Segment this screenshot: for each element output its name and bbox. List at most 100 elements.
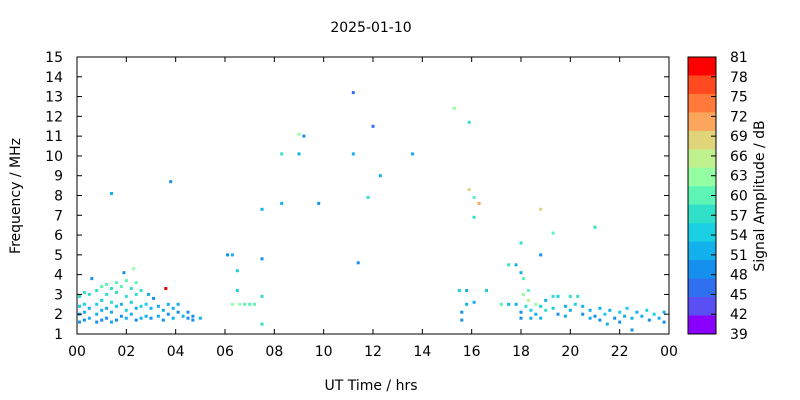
data-point [297,132,301,136]
y-tick-label: 10 [45,149,63,165]
data-point [95,302,99,306]
data-point [149,316,153,320]
data-point [235,289,239,292]
data-point [588,308,592,312]
x-tick-label: 20 [561,344,579,360]
data-point [248,302,252,306]
data-point [514,302,518,306]
data-point [243,302,247,306]
data-point [124,316,128,320]
data-point [100,318,104,322]
y-tick-label: 11 [45,129,63,145]
colorbar-swatch [688,75,716,95]
y-tick-label: 13 [45,90,63,106]
data-point [100,298,104,302]
data-point [539,304,543,308]
data-point [87,292,91,296]
data-point [144,314,148,318]
data-point [260,294,264,298]
data-point [124,279,128,283]
data-point [280,152,284,156]
data-point [618,320,622,324]
x-tick-label: 18 [512,344,530,360]
colorbar-tick-label: 45 [730,287,748,303]
data-point [378,174,382,178]
colorbar-tick-label: 72 [730,109,748,125]
data-point [260,322,264,326]
data-point [105,316,109,320]
x-tick-label: 12 [364,344,382,360]
data-point [539,207,543,211]
data-point [186,316,190,320]
data-point [366,196,370,199]
data-point [593,225,597,229]
data-point [161,308,165,312]
colorbar-swatch [688,297,716,317]
data-point [623,314,627,318]
data-point [522,277,525,281]
data-point [573,302,577,306]
data-point [467,188,471,192]
data-point [100,285,104,288]
data-point [191,318,195,322]
x-tick-label: 02 [117,344,135,360]
data-point [356,261,360,265]
data-point [119,302,123,306]
data-point [139,289,143,292]
data-point [576,294,580,298]
data-point [522,292,525,296]
data-point [598,306,602,310]
y-tick-label: 1 [54,327,63,343]
data-point [191,314,195,318]
data-point [115,318,118,322]
data-point [539,316,543,320]
data-point [152,296,155,300]
data-point [351,152,355,156]
y-tick-label: 3 [54,287,63,303]
colorbar-swatch [688,186,716,206]
data-point [662,320,666,324]
data-points [78,91,666,332]
data-point [238,302,242,306]
data-point [95,289,99,292]
data-point [186,310,190,314]
plot-frame [76,56,670,335]
colorbar-swatch [688,167,716,187]
colorbar-swatch [688,315,716,335]
data-point [605,322,609,326]
data-point [534,312,538,316]
data-point [161,318,165,322]
data-point [507,302,511,306]
data-point [110,320,113,324]
data-point [110,300,113,304]
data-point [181,314,185,318]
y-tick-label: 5 [54,248,63,264]
data-point [100,308,104,312]
colorbar-label: Signal Amplitude / dB [752,120,768,271]
data-point [230,253,234,257]
data-point [563,304,567,308]
data-point [105,283,109,286]
data-point [95,312,99,316]
data-point [472,215,476,219]
data-point [568,308,572,312]
data-point [260,257,264,261]
colorbar-swatch [688,260,716,280]
data-point [78,320,81,324]
colorbar-tick-label: 42 [730,307,748,323]
data-point [169,180,173,184]
data-point [129,300,133,304]
data-point [166,312,170,316]
colorbar-swatch [688,57,716,76]
y-axis-label: Frequency / MHz [8,138,24,254]
data-point [235,269,239,273]
colorbar: 81 78 75 72 69 66 63 60 57 54 51 48 45 42 39 [687,50,748,343]
data-point [499,302,503,306]
data-point [630,328,634,332]
data-point [164,287,168,290]
data-point [608,308,612,312]
data-point [613,316,617,320]
y-tick-label: 4 [54,268,63,284]
data-point [82,310,86,314]
